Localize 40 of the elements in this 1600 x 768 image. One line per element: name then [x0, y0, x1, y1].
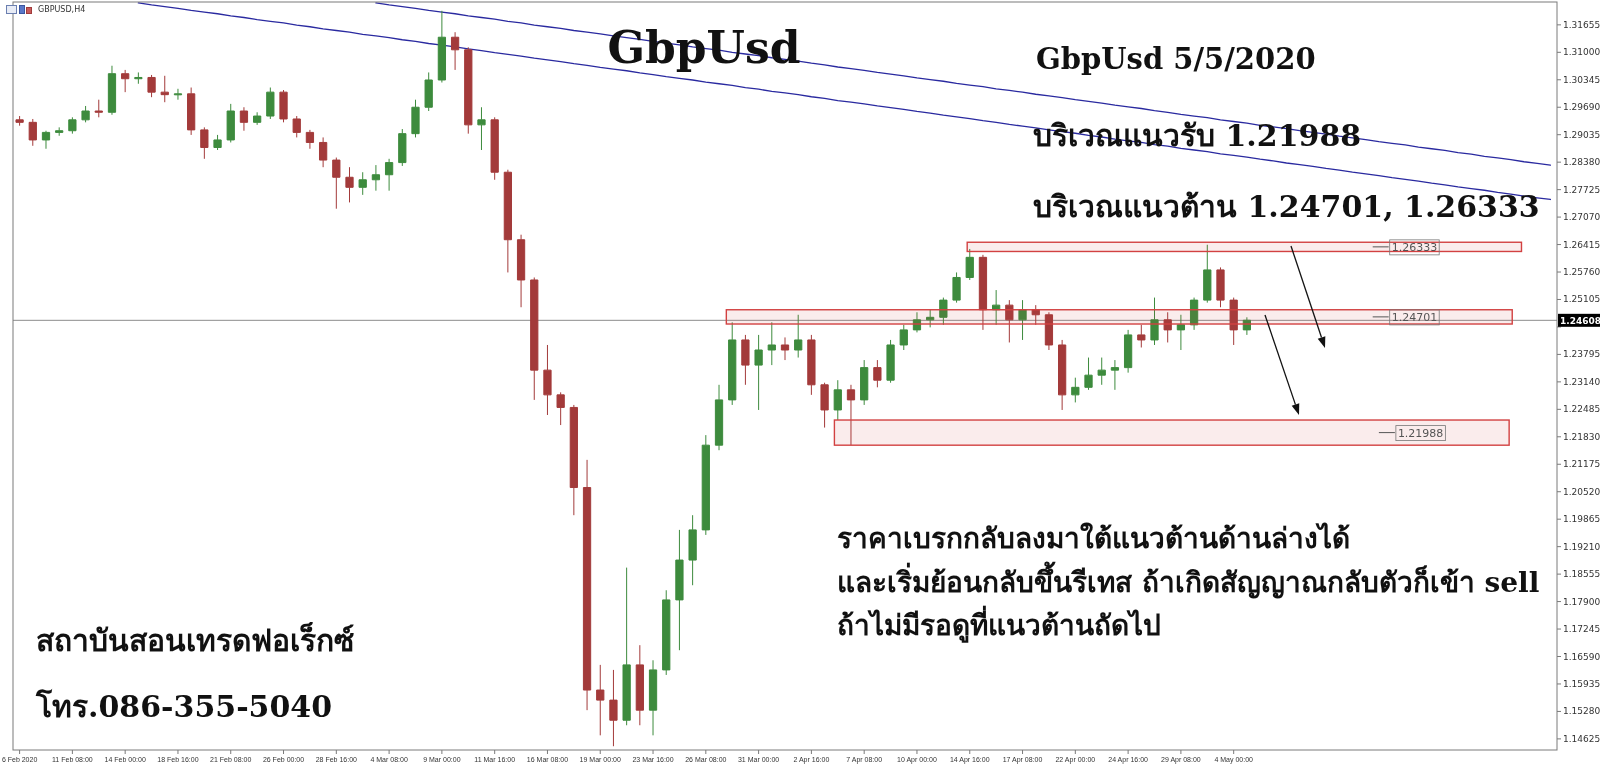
annotation: โทร.086-355-5040 — [36, 688, 333, 727]
y-tick-label: 1.26415 — [1563, 239, 1600, 250]
annotation: ราคาเบรกกลับลงมาใต้แนวต้านด้านล่างได้ — [837, 521, 1350, 558]
y-tick-label: 1.25105 — [1563, 294, 1600, 305]
y-tick-label: 1.25760 — [1563, 267, 1600, 277]
y-tick-label: 1.19865 — [1563, 514, 1600, 525]
annotation: GbpUsd 5/5/2020 — [1036, 41, 1316, 79]
y-tick-label: 1.20520 — [1563, 486, 1600, 497]
y-tick-label: 1.21830 — [1563, 431, 1600, 442]
band-label: 1.26333 — [1391, 240, 1438, 254]
y-tick-label: 1.29690 — [1563, 102, 1600, 113]
y-tick-label: 1.23140 — [1563, 376, 1600, 387]
y-tick-label: 1.15935 — [1563, 678, 1600, 689]
annotation: และเริ่มย้อนกลับขึ้นรีเทส ถ้าเกิดสัญญาณกลับตัวก็เข้า sell — [837, 562, 1540, 605]
y-tick-label: 1.18555 — [1563, 569, 1600, 580]
y-tick-label: 1.22485 — [1563, 404, 1600, 415]
y-tick-label: 1.17245 — [1563, 624, 1600, 635]
y-tick-label: 1.27725 — [1563, 184, 1600, 195]
y-tick-label: 1.31000 — [1563, 47, 1600, 58]
band-label: 1.24701 — [1391, 310, 1438, 324]
y-tick-label: 1.28380 — [1563, 157, 1600, 168]
y-tick-label: 1.16590 — [1563, 651, 1600, 662]
y-tick-label: 1.17900 — [1563, 596, 1600, 607]
y-tick-label: 1.14625 — [1563, 733, 1600, 744]
y-tick-label: 1.23795 — [1563, 349, 1600, 360]
band-label: 1.24701 — [1372, 309, 1440, 326]
y-tick-label: 1.30345 — [1563, 74, 1600, 85]
y-tick-label: 1.21175 — [1563, 459, 1600, 470]
annotation: สถาบันสอนเทรดฟอเร็กซ์ — [36, 621, 354, 661]
band-label: 1.21988 — [1397, 426, 1444, 440]
y-tick-label: 1.19210 — [1563, 541, 1600, 552]
band-label: 1.21988 — [1378, 425, 1446, 441]
annotation: บริเวณแนวต้าน 1.24701, 1.26333 — [1033, 188, 1540, 227]
band-label: 1.26333 — [1372, 239, 1440, 256]
y-tick-label: 1.27070 — [1563, 212, 1600, 223]
y-tick-label: 1.15280 — [1563, 706, 1600, 717]
y-tick-label: 1.29035 — [1563, 129, 1600, 140]
y-tick-label: 1.31655 — [1563, 19, 1600, 30]
annotation: ถ้าไม่มีรอดูที่แนวต้านถัดไป — [837, 605, 1161, 648]
annotation: GBPUSD,H4 — [38, 4, 86, 17]
